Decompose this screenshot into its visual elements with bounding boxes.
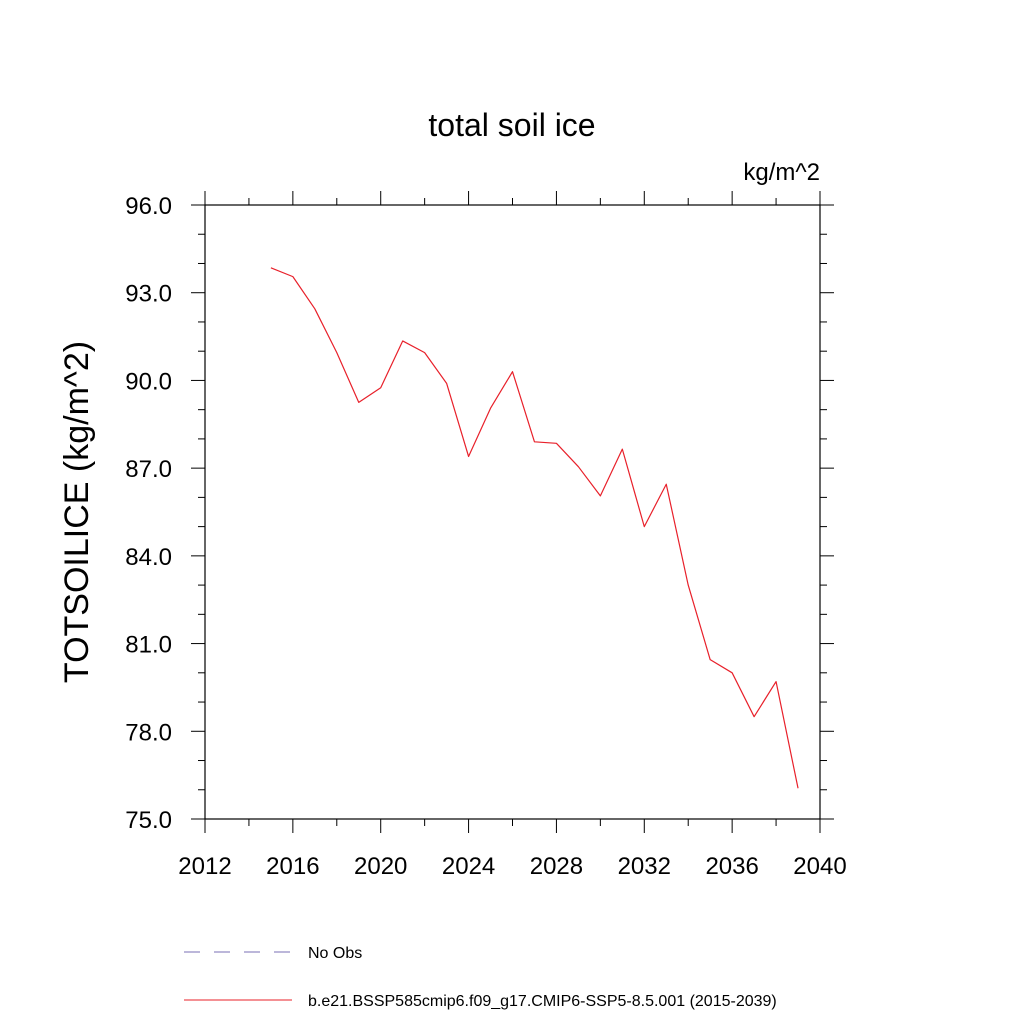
data-point xyxy=(708,657,713,662)
data-point xyxy=(400,338,405,343)
data-point xyxy=(356,400,361,405)
x-tick-label: 2040 xyxy=(793,853,846,880)
data-point xyxy=(620,447,625,452)
data-point xyxy=(268,265,273,270)
plot-frame xyxy=(204,204,821,820)
data-point xyxy=(488,406,493,411)
data-point xyxy=(752,714,757,719)
y-tick-label: 78.0 xyxy=(125,719,172,746)
data-point xyxy=(796,786,801,791)
x-tick-label: 2036 xyxy=(705,853,758,880)
x-tick-label: 2032 xyxy=(618,853,671,880)
legend-label: b.e21.BSSP585cmip6.f09_g17.CMIP6-SSP5-8.… xyxy=(308,993,777,1010)
x-tick-label: 2012 xyxy=(178,853,231,880)
x-tick-label: 2028 xyxy=(530,853,583,880)
data-point xyxy=(378,385,383,390)
data-point xyxy=(554,441,559,446)
data-point xyxy=(466,454,471,459)
series-layer xyxy=(268,265,801,791)
y-tick-label: 81.0 xyxy=(125,632,172,659)
data-point xyxy=(532,439,537,444)
y-tick-label: 87.0 xyxy=(125,456,172,483)
legend-label: No Obs xyxy=(308,945,362,962)
x-tick-label: 2016 xyxy=(266,853,319,880)
units-label: kg/m^2 xyxy=(743,159,820,186)
axes: 2012 2016 2020 2024 2028 2032 2036 2040 75.0 78.0… xyxy=(125,191,847,880)
data-point xyxy=(290,274,295,279)
series-line xyxy=(270,267,799,789)
y-tick-label: 84.0 xyxy=(125,544,172,571)
data-point xyxy=(334,350,339,355)
data-point xyxy=(664,482,669,487)
data-point xyxy=(774,679,779,684)
data-point xyxy=(312,306,317,311)
data-point xyxy=(730,670,735,675)
y-tick-label: 75.0 xyxy=(125,807,172,834)
data-point xyxy=(444,381,449,386)
y-tick-label: 90.0 xyxy=(125,368,172,395)
legend: No Obs b.e21.BSSP585cmip6.f09_g17.CMIP6-S… xyxy=(184,945,777,1010)
data-point xyxy=(686,583,691,588)
data-point xyxy=(642,524,647,529)
x-tick-label: 2020 xyxy=(354,853,407,880)
x-tick-label: 2024 xyxy=(442,853,495,880)
data-point xyxy=(598,493,603,498)
chart-title: total soil ice xyxy=(428,107,595,143)
y-tick-label: 96.0 xyxy=(125,193,172,220)
data-point xyxy=(576,464,581,469)
data-point xyxy=(422,350,427,355)
y-axis-label: TOTSOILICE (kg/m^2) xyxy=(58,341,96,683)
y-tick-label: 93.0 xyxy=(125,281,172,308)
data-point xyxy=(510,369,515,374)
